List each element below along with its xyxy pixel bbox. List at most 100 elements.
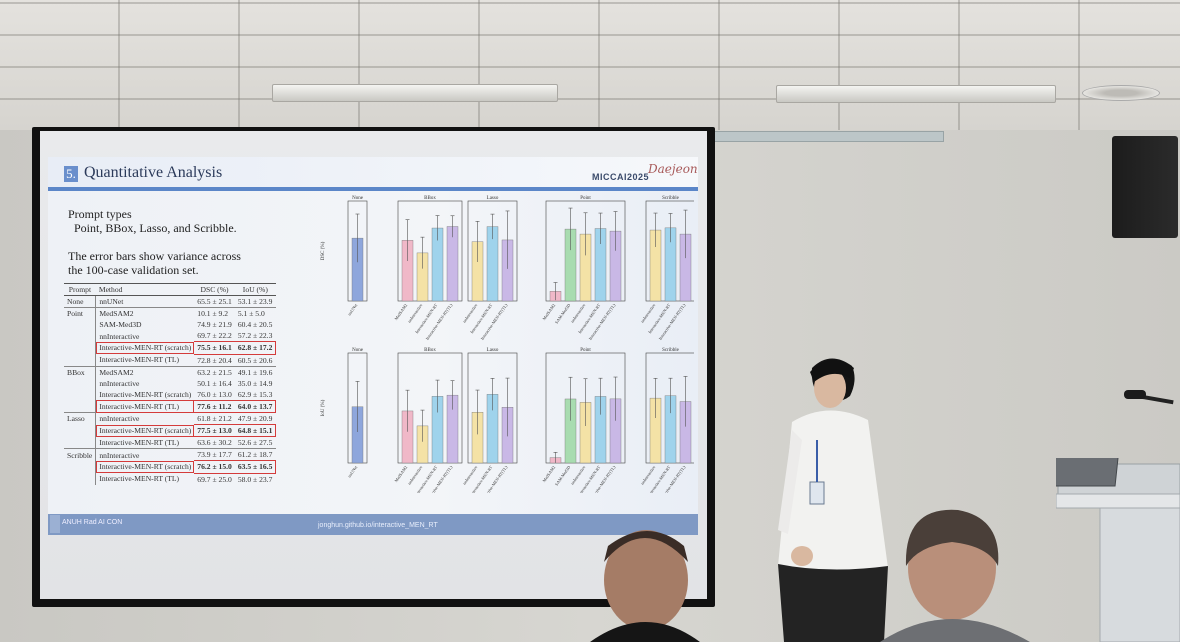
method-cell: Interactive-MEN-RT (TL): [99, 474, 180, 484]
dsc-cell: 72.8 ± 20.4: [197, 355, 232, 365]
table-header-row: Prompt Method DSC (%) IoU (%): [64, 282, 276, 297]
method-cell: Interactive-MEN-RT (scratch): [99, 390, 192, 400]
dsc-cell: 73.9 ± 17.7: [194, 448, 235, 461]
iou-cell: 58.0 ± 23.7: [237, 474, 273, 484]
method-cell: Interactive-MEN-RT (scratch): [95, 424, 195, 437]
table-row: Interactive-MEN-RT (scratch) 76.2 ± 15.0 6…: [64, 460, 277, 474]
table-row: BBox MedSAM2 63.2 ± 21.5 49.1 ± 19.6: [64, 365, 276, 378]
panel-title: BBox: [424, 196, 436, 201]
iou-cell: 49.1 ± 19.6: [234, 365, 276, 378]
dsc-cell: 74.9 ± 21.9: [197, 320, 232, 330]
error-note-line2: the 100-case validation set.: [68, 263, 199, 277]
dsc-cell: 63.2 ± 21.5: [194, 365, 235, 378]
col-header: DSC (%): [194, 282, 235, 297]
bar-tick-label: Interactive-MEN-RT(TL): [588, 302, 617, 341]
dsc-cell: 77.5 ± 13.0: [194, 424, 235, 438]
table-row: None nnUNet 65.5 ± 25.1 53.1 ± 23.9: [64, 295, 276, 308]
iou-cell: 62.9 ± 15.3: [237, 389, 273, 399]
panel-title: Scribble: [662, 196, 679, 201]
iou-cell: 5.1 ± 5.0: [234, 307, 276, 320]
bar: [446, 226, 459, 302]
prompt-list: Point, BBox, Lasso, and Scribble.: [74, 221, 237, 235]
method-cell: Interactive-MEN-RT (TL): [99, 355, 180, 365]
method-cell: SAM-Med3D: [99, 320, 142, 330]
prompt-cell: Scribble: [64, 448, 97, 461]
panel-title: Scribble: [662, 348, 679, 353]
bar-tick-label: MedSAM2: [393, 465, 408, 483]
table-row: Interactive-MEN-RT (TL) 77.6 ± 11.2 64.0 ±…: [64, 399, 277, 414]
prompt-heading: Prompt types: [68, 207, 132, 221]
bar-tick-label: nnUNet: [347, 302, 359, 316]
table-row: Interactive-MEN-RT (scratch) 76.0 ± 13.0 6…: [64, 388, 276, 401]
iou-cell: 47.9 ± 20.9: [234, 412, 276, 425]
table-row: Scribble nnInteractive 73.9 ± 17.7 61.2 ± 1…: [64, 448, 276, 461]
table-row: SAM-Med3D 74.9 ± 21.9 60.4 ± 20.5: [64, 319, 276, 331]
footer-affiliation: ANUH Rad AI CON: [62, 519, 123, 526]
col-header: IoU (%): [234, 282, 276, 297]
iou-cell: 52.6 ± 27.5: [237, 438, 273, 448]
iou-cell: 53.1 ± 23.9: [234, 295, 276, 308]
dsc-cell: 69.7 ± 25.0: [197, 474, 232, 484]
col-header: Prompt: [64, 282, 96, 297]
dsc-cell: 63.6 ± 30.2: [197, 438, 232, 448]
dsc-cell: 69.7 ± 22.2: [197, 331, 232, 341]
iou-cell: 63.5 ± 16.5: [234, 460, 277, 474]
screen-surface: 5. Quantitative Analysis MICCAI2025 Daej…: [40, 131, 707, 599]
panel-title: None: [352, 196, 364, 201]
conference-logo-text: MICCAI2025: [592, 172, 650, 182]
method-cell: Interactive-MEN-RT (scratch): [95, 460, 195, 473]
bar-tick-label: Interactive-MEN-RT(TL): [425, 302, 454, 341]
dsc-cell: 77.6 ± 11.2: [194, 399, 235, 414]
method-cell: MedSAM2: [95, 365, 195, 378]
prompt-cell: Point: [64, 307, 97, 320]
iou-cell: 64.8 ± 15.1: [234, 424, 277, 438]
ceiling-light-right: [776, 85, 1056, 103]
dsc-cell: 65.5 ± 25.1: [194, 295, 235, 308]
table-row: Interactive-MEN-RT (scratch) 77.5 ± 13.0 6…: [64, 424, 277, 438]
prompt-cell: [64, 319, 97, 331]
audience-member-right: [880, 509, 1030, 642]
method-cell: nnInteractive: [99, 331, 140, 341]
bar-tick-label: Interactive-MEN-RT(TL): [480, 302, 509, 341]
iou-cell: 60.5 ± 20.6: [237, 355, 273, 365]
panel-title: Lasso: [487, 196, 499, 201]
y-axis-label: IoU (%): [321, 399, 326, 416]
table-row: Lasso nnInteractive 61.8 ± 21.2 47.9 ± 20.9: [64, 412, 276, 425]
bar-tick-label: Interactive-MEN-RT(TL): [658, 302, 687, 341]
prompt-cell: [64, 424, 97, 437]
table-row: Point MedSAM2 10.1 ± 9.2 5.1 ± 5.0: [64, 307, 276, 320]
table-row: nnInteractive 50.1 ± 16.4 35.0 ± 14.9: [64, 377, 276, 389]
dsc-cell: 76.2 ± 15.0: [194, 460, 235, 474]
method-cell: nnUNet: [95, 295, 195, 308]
prompt-cell: [64, 341, 97, 355]
footer-badge: [50, 515, 60, 533]
wall-rail: [698, 131, 944, 142]
col-header: Method: [95, 282, 195, 297]
presenter: [778, 358, 888, 642]
method-cell: nnInteractive: [95, 448, 195, 461]
ceiling: [0, 0, 1180, 130]
table-row: Interactive-MEN-RT (TL) 69.7 ± 25.0 58.0 ±…: [64, 473, 276, 485]
chart-panel-frame: [397, 352, 463, 464]
prompt-cell: [64, 436, 97, 449]
prompt-cell: [64, 460, 97, 473]
prompt-cell: BBox: [64, 365, 97, 378]
presentation-slide: 5. Quantitative Analysis MICCAI2025 Daej…: [48, 157, 698, 535]
bar-tick-label: MedSAM2: [541, 303, 556, 321]
footer-url: jonghun.github.io/interactive_MEN_RT: [318, 522, 438, 529]
error-note-line1: The error bars show variance across: [68, 249, 241, 263]
iou-cell: 57.2 ± 22.3: [237, 331, 273, 341]
podium: [1056, 458, 1180, 642]
dsc-cell: 10.1 ± 9.2: [194, 307, 235, 320]
bar-tick-label: MedSAM2: [541, 465, 556, 483]
method-cell: Interactive-MEN-RT (TL): [99, 437, 180, 447]
prompt-cell: [64, 400, 97, 413]
iou-cell: 35.0 ± 14.9: [237, 378, 273, 388]
panel-title: BBox: [424, 348, 436, 353]
panel-title: Point: [580, 348, 591, 353]
dsc-cell: 75.5 ± 16.1: [194, 341, 235, 355]
table-row: Interactive-MEN-RT (TL) 72.8 ± 20.4 60.5 ±…: [64, 354, 276, 367]
ceiling-vent: [1082, 85, 1160, 101]
prompt-cell: [64, 354, 97, 367]
slide-header: [48, 157, 698, 187]
